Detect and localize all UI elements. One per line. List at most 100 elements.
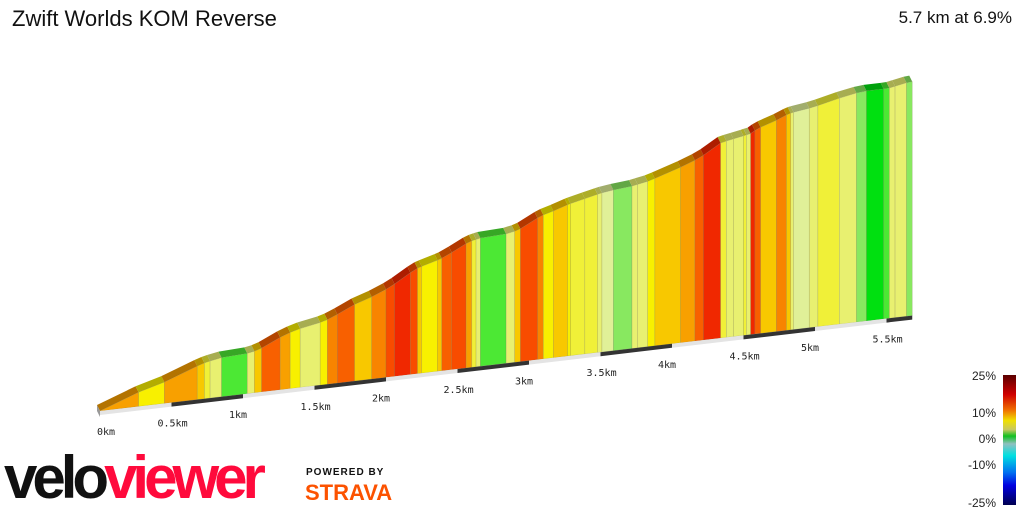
profile-segment[interactable] (553, 204, 568, 359)
profile-segment[interactable] (694, 154, 704, 342)
profile-segment[interactable] (613, 185, 633, 352)
profile-segment[interactable] (720, 140, 727, 339)
profile-segment[interactable] (246, 350, 255, 395)
profile-segment[interactable] (631, 183, 638, 349)
profile-segment[interactable] (299, 322, 321, 388)
profile-segment[interactable] (793, 107, 810, 330)
profile-segment[interactable] (866, 88, 884, 322)
profile-segment[interactable] (505, 230, 516, 364)
profile-segment[interactable] (327, 313, 338, 385)
profile-segment[interactable] (839, 92, 857, 325)
segment-top-face (511, 222, 521, 232)
profile-segment[interactable] (743, 134, 747, 336)
profile-segment[interactable] (894, 82, 907, 318)
profile-segment[interactable] (817, 97, 840, 328)
segment-top-face (418, 254, 438, 267)
profile-segment[interactable] (410, 267, 418, 375)
profile-segment[interactable] (337, 303, 355, 384)
profile-segment[interactable] (746, 133, 751, 336)
profile-segment[interactable] (733, 135, 744, 337)
profile-segment[interactable] (647, 178, 656, 347)
profile-segment[interactable] (906, 81, 913, 317)
profile-segment[interactable] (354, 296, 373, 382)
profile-segment[interactable] (883, 87, 890, 320)
profile-segment[interactable] (480, 233, 507, 367)
profile-segment[interactable] (597, 192, 603, 353)
profile-segment[interactable] (786, 112, 791, 331)
profile-segment[interactable] (808, 105, 819, 329)
profile-segment[interactable] (371, 288, 387, 380)
distance-band (672, 335, 744, 348)
profile-segment[interactable] (254, 347, 262, 394)
profile-segment[interactable] (289, 328, 301, 389)
segment-top-face (806, 99, 818, 109)
profile-segment[interactable] (537, 214, 544, 360)
profile-segment[interactable] (196, 362, 205, 400)
segment-top-face (468, 233, 477, 241)
segment-top-face (407, 262, 418, 273)
veloviewer-logo[interactable]: veloviewer (4, 448, 266, 508)
colorbar-scale (1003, 375, 1016, 505)
profile-segment[interactable] (204, 360, 211, 400)
profile-segment[interactable] (520, 217, 538, 362)
segment-top-face (700, 137, 721, 156)
profile-segment[interactable] (703, 142, 721, 341)
profile-segment[interactable] (637, 180, 648, 349)
segment-top-face (773, 108, 787, 121)
profile-segment[interactable] (776, 114, 787, 332)
profile-segment[interactable] (584, 193, 598, 355)
profile-segment[interactable] (889, 85, 896, 319)
profile-segment[interactable] (451, 243, 467, 371)
profile-segment[interactable] (441, 251, 453, 372)
profile-segment[interactable] (385, 283, 395, 378)
distance-band (457, 360, 529, 373)
profile-segment[interactable] (394, 272, 411, 377)
profile-segment[interactable] (856, 90, 867, 323)
profile-segment[interactable] (437, 257, 443, 372)
segment-top-face (438, 246, 452, 259)
segment-top-face (434, 252, 442, 261)
segment-top-face (503, 225, 515, 234)
profile-segment[interactable] (750, 129, 756, 335)
tick-label: 5km (801, 343, 819, 354)
profile-segment[interactable] (654, 166, 681, 347)
profile-segment[interactable] (680, 159, 696, 344)
segment-top-face (161, 360, 198, 383)
segment-top-face (463, 234, 472, 244)
profile-segment[interactable] (279, 331, 291, 391)
segment-top-face (787, 106, 794, 114)
segment-top-face (751, 121, 761, 131)
profile-segment[interactable] (209, 357, 222, 399)
profile-segment[interactable] (570, 198, 586, 357)
profile-segment[interactable] (221, 353, 248, 398)
tick-label: 3km (515, 377, 533, 388)
segment-top-face (534, 208, 544, 219)
segment-top-face (740, 128, 747, 136)
profile-segment[interactable] (514, 228, 521, 363)
profile-segment[interactable] (726, 138, 734, 338)
distance-band (171, 394, 243, 407)
segment-top-face (644, 172, 655, 182)
gradient-colorbar: 25% 10% 0% -10% -25% (968, 369, 1016, 510)
segment-top-face (135, 376, 165, 393)
profile-segment[interactable] (319, 319, 328, 386)
profile-segment[interactable] (421, 259, 438, 374)
tick-label: 1km (229, 410, 247, 421)
profile-segment[interactable] (465, 240, 473, 369)
profile-segment[interactable] (542, 210, 554, 360)
profile-segment[interactable] (475, 237, 481, 368)
segment-top-face (610, 180, 632, 190)
distance-band (100, 402, 172, 415)
profile-segment[interactable] (601, 189, 614, 353)
profile-segment[interactable] (567, 203, 571, 357)
profile-segment[interactable] (471, 238, 477, 368)
profile-segment[interactable] (790, 111, 794, 331)
strava-logo[interactable]: STRAVA (305, 480, 393, 505)
tick-label: 2km (372, 393, 390, 404)
profile-segment[interactable] (760, 119, 777, 334)
powered-by-label: POWERED BY (306, 467, 385, 478)
logo-viewer: viewer (104, 444, 266, 511)
profile-segment[interactable] (754, 126, 761, 335)
segment-top-face (730, 129, 744, 139)
profile-segment[interactable] (417, 265, 423, 375)
